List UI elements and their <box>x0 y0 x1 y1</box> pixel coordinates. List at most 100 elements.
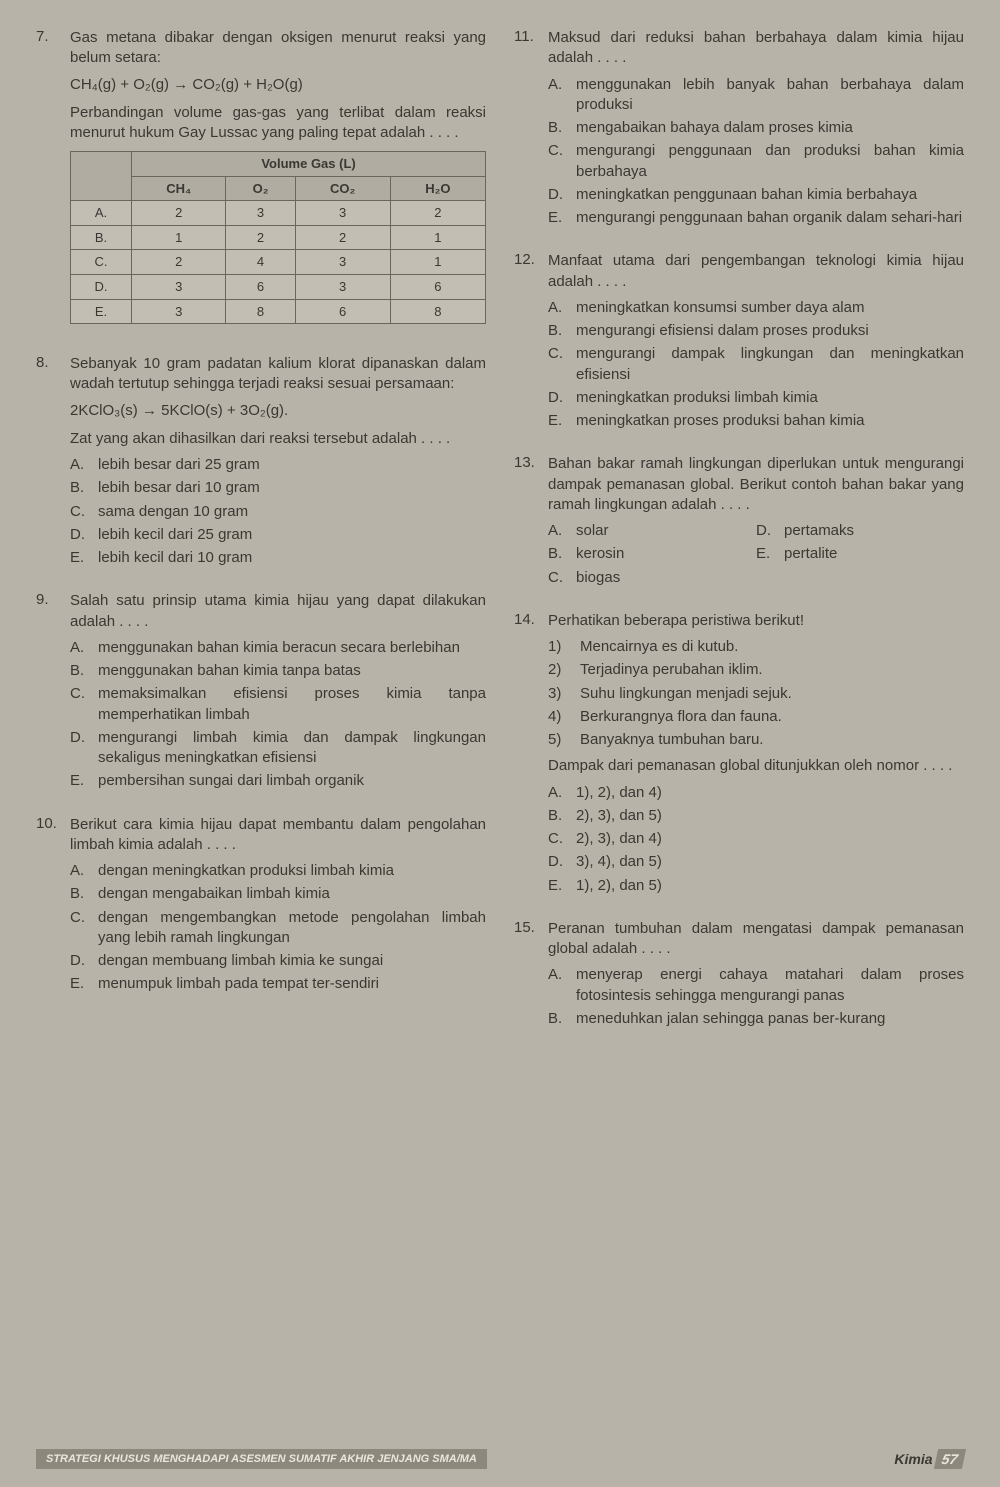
option-letter: B. <box>70 478 88 498</box>
answer-option: C.dengan mengembangkan metode pengolahan… <box>70 908 486 949</box>
option-letter: E. <box>70 771 88 791</box>
answer-option: D. dengan membuang limbah kimia ke sungai <box>70 951 486 971</box>
list-number: 5) <box>548 730 570 750</box>
question-number: 9. <box>36 591 60 794</box>
answer-option: C.memaksimalkan efisiensi proses kimia t… <box>70 684 486 725</box>
list-item: 5) Banyaknya tumbuhan baru. <box>548 730 964 750</box>
option-text: lebih kecil dari 10 gram <box>98 548 486 568</box>
question-number: 11. <box>514 28 538 231</box>
table-cell: 2 <box>295 225 390 250</box>
question-stem: Salah satu prinsip utama kimia hijau yan… <box>70 591 486 632</box>
page-content: 7. Gas metana dibakar dengan oksigen men… <box>0 0 1000 1072</box>
question-stem: Manfaat utama dari pengembangan teknolog… <box>548 251 964 292</box>
table-cell: 3 <box>295 201 390 226</box>
option-letter: C. <box>70 908 88 949</box>
row-label: D. <box>71 274 132 299</box>
table-cell: 8 <box>226 299 295 324</box>
option-text: 2), 3), dan 4) <box>576 829 964 849</box>
option-text: meningkatkan konsumsi sumber daya alam <box>576 298 964 318</box>
option-letter: C. <box>70 502 88 522</box>
option-text: mengurangi dampak lingkungan dan meningk… <box>576 344 964 385</box>
answer-option: A. meningkatkan konsumsi sumber daya alam <box>548 298 964 318</box>
option-text: 2), 3), dan 5) <box>576 806 964 826</box>
option-letter: A. <box>70 638 88 658</box>
answer-option: E.pertalite <box>756 544 964 564</box>
question-14: 14. Perhatikan beberapa peristiwa beriku… <box>514 611 964 899</box>
question-12: 12. Manfaat utama dari pengembangan tekn… <box>514 251 964 434</box>
option-letter: A. <box>548 783 566 803</box>
option-text: 1), 2), dan 5) <box>576 876 964 896</box>
question-number: 12. <box>514 251 538 434</box>
option-text: dengan membuang limbah kimia ke sungai <box>98 951 486 971</box>
option-letter: D. <box>756 521 774 541</box>
option-text: pembersihan sungai dari limbah organik <box>98 771 486 791</box>
option-text: mengurangi penggunaan bahan organik dala… <box>576 208 964 228</box>
table-row: B.1221 <box>71 225 486 250</box>
option-text: menggunakan bahan kimia tanpa batas <box>98 661 486 681</box>
option-letter: D. <box>70 951 88 971</box>
answer-option: B.meneduhkan jalan sehingga panas ber-ku… <box>548 1009 964 1029</box>
option-text: mengurangi limbah kimia dan dampak lingk… <box>98 728 486 769</box>
option-letter: A. <box>548 75 566 116</box>
option-letter: A. <box>548 965 566 1006</box>
option-letter: A. <box>548 298 566 318</box>
question-stem: Dampak dari pemanasan global ditunjukkan… <box>548 756 964 776</box>
option-letter: C. <box>548 829 566 849</box>
answer-option: D.lebih kecil dari 25 gram <box>70 525 486 545</box>
table-row: E.3868 <box>71 299 486 324</box>
option-letter: A. <box>70 861 88 881</box>
table-cell: 3 <box>295 250 390 275</box>
list-text: Banyaknya tumbuhan baru. <box>580 730 763 750</box>
answer-option: E. pembersihan sungai dari limbah organik <box>70 771 486 791</box>
question-10: 10. Berikut cara kimia hijau dapat memba… <box>36 815 486 998</box>
answer-option: C.mengurangi dampak lingkungan dan menin… <box>548 344 964 385</box>
option-letter: B. <box>70 884 88 904</box>
option-text: solar <box>576 521 756 541</box>
table-cell: 8 <box>390 299 485 324</box>
table-column-header: CH₄ <box>132 176 226 201</box>
page-number: 57 <box>934 1449 966 1469</box>
answer-option: E. menumpuk limbah pada tempat ter-sendir… <box>70 974 486 994</box>
answer-option: E.mengurangi penggunaan bahan organik da… <box>548 208 964 228</box>
option-text: pertalite <box>784 544 964 564</box>
list-item: 2)Terjadinya perubahan iklim. <box>548 660 964 680</box>
table-column-header: H₂O <box>390 176 485 201</box>
option-text: 1), 2), dan 4) <box>576 783 964 803</box>
row-label: A. <box>71 201 132 226</box>
option-text: mengurangi penggunaan dan produksi bahan… <box>576 141 964 182</box>
option-letter: B. <box>70 661 88 681</box>
option-text: menggunakan bahan kimia beracun secara b… <box>98 638 486 658</box>
option-text: menumpuk limbah pada tempat ter-sendiri <box>98 974 486 994</box>
question-stem: Sebanyak 10 gram padatan kalium klorat d… <box>70 354 486 395</box>
list-item: 3)Suhu lingkungan menjadi sejuk. <box>548 684 964 704</box>
table-cell: 1 <box>390 250 485 275</box>
table-cell: 3 <box>132 274 226 299</box>
option-text: meningkatkan produksi limbah kimia <box>576 388 964 408</box>
table-cell: 1 <box>132 225 226 250</box>
list-number: 1) <box>548 637 570 657</box>
answer-option: E.lebih kecil dari 10 gram <box>70 548 486 568</box>
option-letter: C. <box>548 141 566 182</box>
question-stem: Maksud dari reduksi bahan berbahaya dala… <box>548 28 964 69</box>
subject-label: Kimia <box>894 1451 932 1467</box>
answer-option: A.menyerap energi cahaya matahari dalam … <box>548 965 964 1006</box>
option-text: lebih besar dari 10 gram <box>98 478 486 498</box>
answer-option: B.mengabaikan bahaya dalam proses kimia <box>548 118 964 138</box>
answer-option: D.meningkatkan produksi limbah kimia <box>548 388 964 408</box>
answer-option: A. menggunakan bahan kimia beracun secara… <box>70 638 486 658</box>
option-letter: B. <box>548 321 566 341</box>
option-letter: C. <box>70 684 88 725</box>
question-8: 8. Sebanyak 10 gram padatan kalium klora… <box>36 354 486 571</box>
answer-option: E.meningkatkan proses produksi bahan kim… <box>548 411 964 431</box>
table-column-header: CO₂ <box>295 176 390 201</box>
question-number: 8. <box>36 354 60 571</box>
table-cell: 3 <box>132 299 226 324</box>
option-letter: E. <box>70 974 88 994</box>
row-label: C. <box>71 250 132 275</box>
option-letter: D. <box>548 852 566 872</box>
question-11: 11. Maksud dari reduksi bahan berbahaya … <box>514 28 964 231</box>
question-number: 14. <box>514 611 538 899</box>
list-text: Berkurangnya flora dan fauna. <box>580 707 782 727</box>
option-text: meningkatkan penggunaan bahan kimia berb… <box>576 185 964 205</box>
question-stem: Gas metana dibakar dengan oksigen menuru… <box>70 28 486 69</box>
